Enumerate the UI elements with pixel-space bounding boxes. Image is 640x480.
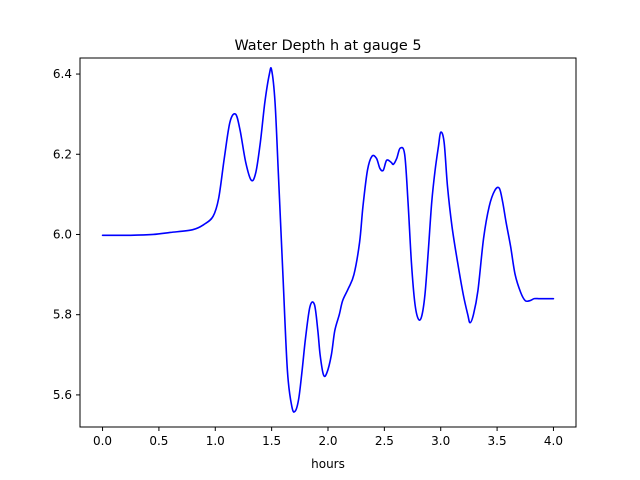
x-tick-label: 2.0 xyxy=(318,434,337,448)
x-tick-label: 3.5 xyxy=(488,434,507,448)
x-axis-label: hours xyxy=(311,457,345,471)
x-tick-label: 0.5 xyxy=(149,434,168,448)
x-tick-label: 1.0 xyxy=(206,434,225,448)
x-tick-label: 4.0 xyxy=(544,434,563,448)
x-tick-label: 2.5 xyxy=(375,434,394,448)
y-tick-label: 6.2 xyxy=(53,147,72,161)
series-line xyxy=(101,67,555,413)
y-tick-label: 6.4 xyxy=(53,67,72,81)
y-axis: 5.6 5.8 6.0 6.2 6.4 xyxy=(53,67,80,402)
x-axis: 0.0 0.5 1.0 1.5 2.0 2.5 3.0 3.5 4.0 xyxy=(93,427,563,448)
x-tick-label: 0.0 xyxy=(93,434,112,448)
y-tick-label: 6.0 xyxy=(53,227,72,241)
y-tick-label: 5.8 xyxy=(53,308,72,322)
chart-title: Water Depth h at gauge 5 xyxy=(234,38,421,54)
y-tick-label: 5.6 xyxy=(53,388,72,402)
x-tick-label: 3.0 xyxy=(431,434,450,448)
x-tick-label: 1.5 xyxy=(262,434,281,448)
plot-area xyxy=(101,67,555,413)
